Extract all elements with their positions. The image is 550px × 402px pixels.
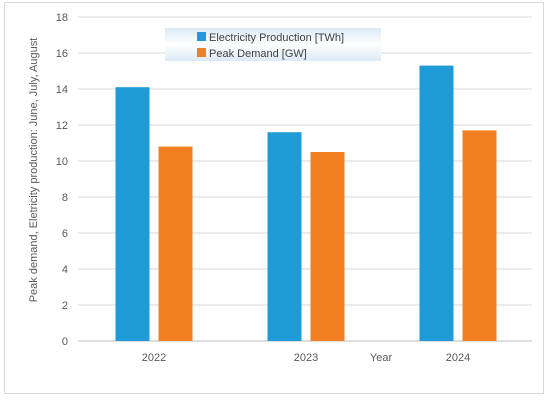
y-tick-label: 6 xyxy=(62,228,68,240)
y-axis-ticks: 0 2 4 6 8 10 12 14 16 18 xyxy=(56,12,68,348)
legend-swatch-electricity xyxy=(197,32,206,41)
y-tick-label: 12 xyxy=(56,120,68,132)
legend: Electricity Production [TWh] Peak Demand… xyxy=(165,28,381,61)
x-axis-label: Year xyxy=(370,352,393,364)
x-tick-label: 2024 xyxy=(446,352,470,364)
y-tick-label: 0 xyxy=(62,336,68,348)
bar-peak-demand xyxy=(158,146,193,341)
bar-peak-demand xyxy=(462,130,497,341)
legend-label-peak-demand: Peak Demand [GW] xyxy=(209,48,307,60)
y-axis-label: Peak demand, Eletricity production: June… xyxy=(28,38,40,303)
bar-electricity-production xyxy=(115,87,150,341)
x-axis-ticks: 2022 2023 2024 xyxy=(142,352,470,364)
legend-label-electricity: Electricity Production [TWh] xyxy=(209,32,344,44)
y-tick-label: 18 xyxy=(56,12,68,24)
y-tick-label: 4 xyxy=(62,264,68,276)
y-tick-label: 8 xyxy=(62,192,68,204)
bar-electricity-production xyxy=(419,65,454,341)
x-tick-label: 2022 xyxy=(142,352,166,364)
bar-electricity-production xyxy=(267,132,302,341)
y-tick-label: 10 xyxy=(56,156,68,168)
y-tick-label: 16 xyxy=(56,48,68,60)
bars xyxy=(115,65,497,341)
x-tick-label: 2023 xyxy=(294,352,318,364)
y-tick-label: 2 xyxy=(62,300,68,312)
bar-peak-demand xyxy=(310,152,345,341)
y-tick-label: 14 xyxy=(56,84,68,96)
legend-swatch-peak-demand xyxy=(197,48,206,57)
